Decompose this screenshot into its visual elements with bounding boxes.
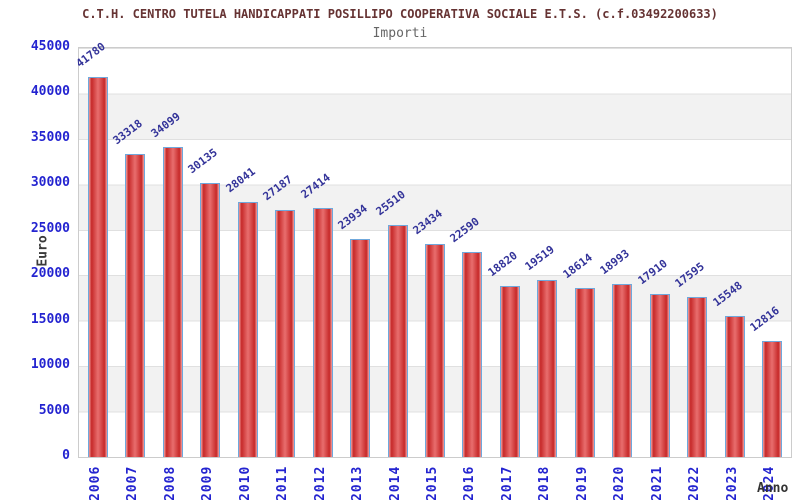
x-tick-label-2013: 2013 bbox=[350, 465, 366, 500]
y-tick-label: 25000 bbox=[30, 220, 70, 236]
x-tick-label-2016: 2016 bbox=[462, 465, 478, 500]
bar-2021 bbox=[649, 294, 670, 457]
y-tick-label: 45000 bbox=[30, 39, 70, 54]
x-tick-label-2019: 2019 bbox=[574, 465, 590, 500]
x-tick-label-2011: 2011 bbox=[275, 465, 291, 500]
bar-2013 bbox=[350, 239, 371, 457]
bar-2008 bbox=[162, 147, 183, 457]
y-tick-label: 10000 bbox=[30, 357, 70, 373]
bar-2019 bbox=[574, 287, 595, 457]
bar-2022 bbox=[687, 297, 708, 457]
x-tick-label-2020: 2020 bbox=[612, 465, 628, 500]
x-tick-label-2007: 2007 bbox=[125, 465, 141, 500]
bar-2007 bbox=[125, 154, 146, 457]
x-tick-label-2018: 2018 bbox=[537, 465, 553, 500]
bar-2018 bbox=[537, 279, 558, 457]
x-tick-label-2010: 2010 bbox=[237, 465, 253, 500]
bar-2015 bbox=[425, 244, 445, 457]
x-tick-label-2022: 2022 bbox=[687, 465, 703, 500]
x-tick-label-2008: 2008 bbox=[162, 465, 178, 500]
bar-2011 bbox=[275, 209, 296, 457]
x-tick-label-2023: 2023 bbox=[724, 465, 740, 500]
bar-2012 bbox=[312, 207, 333, 457]
bar-2023 bbox=[724, 315, 745, 457]
y-tick-label: 5000 bbox=[38, 402, 70, 418]
y-tick-label: 15000 bbox=[30, 311, 70, 327]
chart-subtitle: Importi bbox=[372, 26, 428, 41]
y-tick-label: 35000 bbox=[30, 129, 70, 145]
x-tick-label-2017: 2017 bbox=[499, 465, 515, 500]
x-tick-label-2015: 2015 bbox=[425, 465, 440, 500]
y-tick-label: 20000 bbox=[30, 266, 70, 282]
bar-2017 bbox=[499, 285, 520, 457]
y-tick-label: 0 bbox=[62, 448, 70, 463]
bar-2016 bbox=[462, 251, 483, 457]
x-tick-label-2021: 2021 bbox=[649, 465, 665, 500]
y-axis-title: Euro bbox=[35, 235, 51, 267]
x-axis-title: Anno bbox=[757, 481, 789, 496]
bar-2010 bbox=[237, 202, 258, 457]
x-tick-label-2006: 2006 bbox=[87, 465, 103, 500]
x-tick-label-2009: 2009 bbox=[200, 465, 216, 500]
plot-area bbox=[78, 47, 792, 458]
chart-title: C.T.H. CENTRO TUTELA HANDICAPPATI POSILL… bbox=[82, 7, 718, 21]
bar-2014 bbox=[387, 225, 408, 457]
bar-2006 bbox=[87, 77, 108, 457]
y-tick-label: 40000 bbox=[30, 84, 70, 100]
bar-2020 bbox=[612, 284, 633, 457]
x-tick-label-2012: 2012 bbox=[312, 465, 328, 500]
x-tick-label-2014: 2014 bbox=[387, 465, 403, 500]
bar-2024 bbox=[762, 340, 783, 457]
y-tick-label: 30000 bbox=[30, 175, 70, 191]
bar-2009 bbox=[200, 183, 221, 457]
